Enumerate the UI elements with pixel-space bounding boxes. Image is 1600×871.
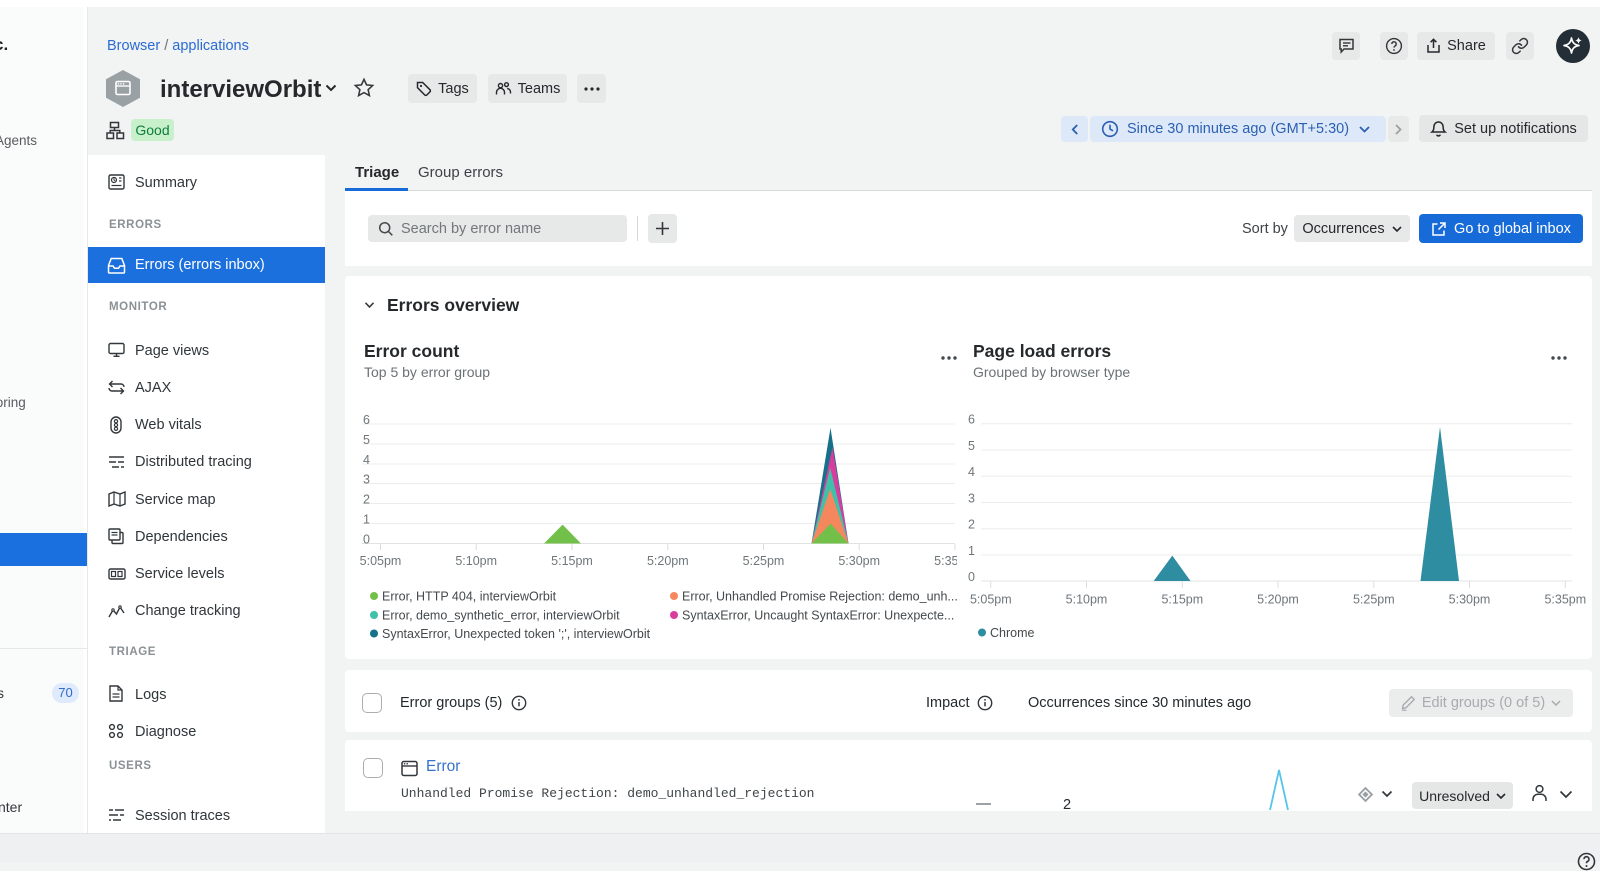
- svg-text:5:25pm: 5:25pm: [743, 554, 785, 568]
- svg-text:2: 2: [968, 518, 975, 532]
- svg-text:2: 2: [363, 493, 370, 507]
- svg-text:3: 3: [363, 473, 370, 487]
- svg-text:Grouped by browser type: Grouped by browser type: [973, 364, 1130, 380]
- svg-text:5:10pm: 5:10pm: [1066, 592, 1108, 606]
- svg-text:4: 4: [968, 465, 975, 479]
- svg-text:5:30pm: 5:30pm: [1449, 592, 1491, 606]
- svg-text:5: 5: [968, 439, 975, 453]
- svg-text:Error, demo_synthetic_error, i: Error, demo_synthetic_error, interviewOr…: [382, 609, 620, 623]
- svg-text:SyntaxError, Unexpected token: SyntaxError, Unexpected token ';', inter…: [382, 627, 651, 641]
- svg-text:Error, Unhandled Promise Rejec: Error, Unhandled Promise Rejection: demo…: [682, 590, 957, 604]
- svg-text:Top 5 by error group: Top 5 by error group: [364, 364, 490, 380]
- svg-text:0: 0: [968, 570, 975, 584]
- svg-text:6: 6: [968, 413, 975, 427]
- svg-text:6: 6: [363, 413, 370, 427]
- svg-text:Error count: Error count: [364, 341, 459, 361]
- svg-text:Chrome: Chrome: [990, 626, 1035, 640]
- svg-text:5:30pm: 5:30pm: [838, 554, 880, 568]
- svg-text:5:15pm: 5:15pm: [1161, 592, 1203, 606]
- svg-text:5:35pm: 5:35pm: [934, 554, 957, 568]
- svg-text:0: 0: [363, 533, 370, 547]
- svg-text:1: 1: [363, 513, 370, 527]
- svg-text:5:15pm: 5:15pm: [551, 554, 593, 568]
- svg-text:SyntaxError, Uncaught SyntaxEr: SyntaxError, Uncaught SyntaxError: Unexp…: [682, 609, 954, 623]
- svg-text:4: 4: [363, 453, 370, 467]
- svg-text:5:35pm: 5:35pm: [1544, 592, 1586, 606]
- svg-text:5:05pm: 5:05pm: [360, 554, 402, 568]
- svg-text:Page load errors: Page load errors: [973, 341, 1111, 361]
- svg-text:5:20pm: 5:20pm: [1257, 592, 1299, 606]
- svg-text:5:20pm: 5:20pm: [647, 554, 689, 568]
- svg-text:5:10pm: 5:10pm: [455, 554, 497, 568]
- svg-text:1: 1: [968, 544, 975, 558]
- svg-text:Error, HTTP 404, interviewOrbi: Error, HTTP 404, interviewOrbit: [382, 590, 557, 604]
- svg-text:3: 3: [968, 492, 975, 506]
- svg-text:5: 5: [363, 433, 370, 447]
- svg-text:5:25pm: 5:25pm: [1353, 592, 1395, 606]
- svg-text:5:05pm: 5:05pm: [970, 592, 1012, 606]
